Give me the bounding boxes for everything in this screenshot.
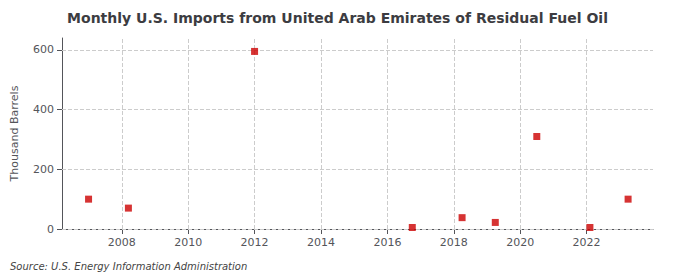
svg-text:Thousand Barrels: Thousand Barrels (8, 85, 21, 182)
svg-text:2018: 2018 (440, 236, 468, 249)
svg-text:2012: 2012 (241, 236, 269, 249)
svg-text:0: 0 (47, 223, 54, 236)
svg-text:2022: 2022 (573, 236, 601, 249)
svg-text:Monthly U.S. Imports from Unit: Monthly U.S. Imports from United Arab Em… (67, 10, 608, 26)
svg-text:200: 200 (33, 163, 54, 176)
svg-text:2020: 2020 (506, 236, 534, 249)
svg-text:2014: 2014 (307, 236, 335, 249)
svg-text:Source: U.S. Energy Informatio: Source: U.S. Energy Information Administ… (10, 261, 247, 272)
svg-text:600: 600 (33, 43, 54, 56)
svg-text:2010: 2010 (174, 236, 202, 249)
svg-text:2008: 2008 (108, 236, 136, 249)
svg-text:2016: 2016 (373, 236, 401, 249)
svg-text:400: 400 (33, 103, 54, 116)
